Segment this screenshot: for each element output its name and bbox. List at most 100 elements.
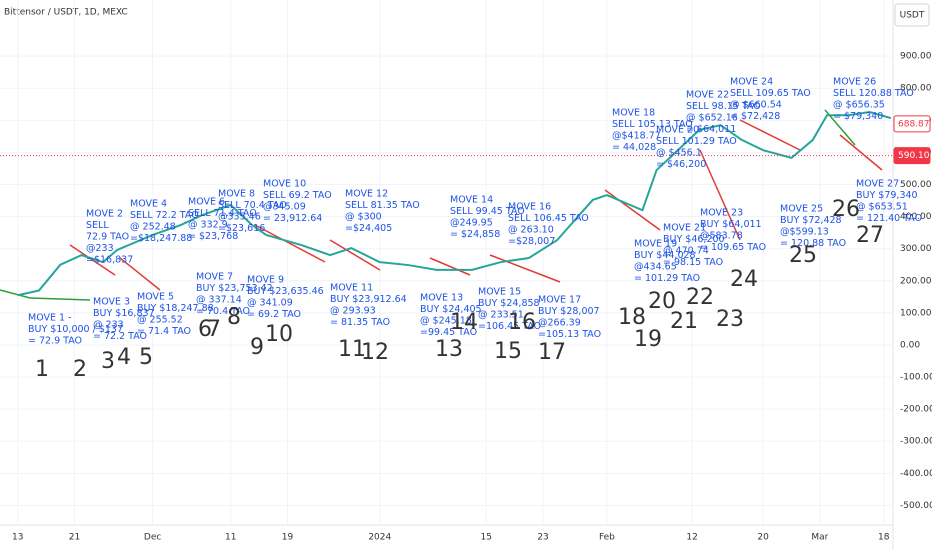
annotation-text: @583.78 — [700, 231, 743, 242]
annotation-text: BUY $23,753.42 — [196, 283, 273, 294]
annotation-text: = $23,768 — [188, 231, 238, 242]
annotation-text: @233 — [86, 243, 114, 254]
annotation-text: MOVE 27 — [856, 179, 899, 190]
annotation-text: BUY $28,007 — [538, 306, 600, 317]
annotation-text: = $72,428 — [730, 111, 780, 122]
annotation-text: MOVE 15 — [478, 287, 521, 298]
annotation-text: BUY $16,837 — [93, 308, 155, 319]
move-number: 15 — [494, 339, 522, 364]
y-tick-label: 100.00 — [900, 308, 932, 318]
annotation-text: MOVE 8 — [218, 189, 255, 200]
annotation-text: BUY $23,635.46 — [247, 286, 324, 297]
annotation-text: MOVE 10 — [263, 179, 306, 190]
y-tick-label: 0.00 — [900, 340, 920, 350]
annotation-text: = 81.35 TAO — [330, 317, 390, 328]
annotation-text: MOVE 16 — [508, 202, 551, 213]
annotation-text: BUY $24,405 — [420, 304, 482, 315]
annotation-text: = 70.4 TAO — [196, 306, 250, 317]
trend-line — [329, 239, 381, 271]
x-tick-label: 13 — [12, 533, 23, 543]
annotation-text: BUY $23,912.64 — [330, 294, 407, 305]
annotation-text: = 101.29 TAO — [634, 273, 700, 284]
move-number: 27 — [856, 223, 884, 248]
move-number: 20 — [648, 289, 676, 314]
annotation-text: =106.45 TAO — [478, 321, 541, 332]
annotation-text: SELL 98.15 TAO — [686, 101, 761, 112]
annotation-text: =$18,247.88 — [130, 233, 192, 244]
annotation-text: 72.9 TAO — [86, 232, 129, 243]
unit-box[interactable] — [894, 3, 930, 27]
trend-line — [119, 257, 161, 291]
y-tick-label: 200.00 — [900, 276, 932, 286]
move-number: 10 — [265, 322, 293, 347]
annotation-text: = 71.4 TAO — [137, 326, 191, 337]
annotation-text: MOVE 11 — [330, 283, 373, 294]
annotation-text: @ $656.35 — [833, 100, 885, 111]
y-tick-label: 800.00 — [900, 84, 932, 94]
annotation-text: MOVE 18 — [612, 108, 655, 119]
annotation-text: = 98.15 TAO — [663, 257, 723, 268]
annotation-text: @ 341.09 — [247, 298, 293, 309]
annotation-text: @ 470.74 — [663, 246, 709, 257]
move-number: 11 — [338, 337, 366, 362]
x-tick-label: Feb — [599, 533, 615, 543]
y-tick-label: 400.00 — [900, 212, 932, 222]
x-tick-label: 18 — [878, 533, 890, 543]
trend-line — [839, 134, 883, 171]
trend-line — [489, 254, 561, 283]
annotation-text: @345.09 — [263, 202, 306, 213]
x-tick-label: 11 — [225, 533, 236, 543]
annotation-text: @ 263.10 — [508, 225, 554, 236]
annotation-text: @ 233.51 — [478, 310, 524, 321]
move-number: 18 — [618, 305, 646, 330]
annotation-text: @ $245.18 — [420, 316, 472, 327]
trend-lines — [0, 109, 883, 301]
annotation-text: MOVE 7 — [196, 272, 233, 283]
move-number: 7 — [207, 317, 221, 342]
annotation-text: = 120.88 TAO — [780, 238, 846, 249]
annotation-text: =105.13 TAO — [538, 329, 601, 340]
y-axis-label: USDT — [900, 11, 925, 21]
move-number: 6 — [198, 317, 212, 342]
annotation-text: @ 332.9 — [188, 220, 228, 231]
annotation-text: MOVE 13 — [420, 293, 463, 304]
annotation-text: = $24,858 — [450, 229, 500, 240]
x-tick-label: 2024 — [368, 533, 391, 543]
annotation-text: =$16,837 — [86, 255, 133, 266]
annotation-text: @ $660.54 — [730, 100, 782, 111]
annotation-text: @ $653.51 — [856, 202, 908, 213]
annotation-text: SELL 99.45 TAO — [450, 206, 525, 217]
annotation-text: =$23,616 — [218, 223, 265, 234]
annotation-text: BUY $24,858 — [478, 298, 540, 309]
annotation-text: SELL 72.2 TAO — [130, 210, 199, 221]
annotation-text: =99.45 TAO — [420, 327, 477, 338]
annotation-text: MOVE 22 — [686, 90, 729, 101]
trend-line — [69, 244, 116, 276]
annotation-text: = 23,912.64 — [263, 213, 322, 224]
y-tick-label: -200.00 — [900, 405, 932, 415]
annotation-text: BUY $44,028 — [634, 250, 696, 261]
annotation-text: BUY $18,247.88 — [137, 303, 214, 314]
move-number: 17 — [538, 340, 566, 365]
move-number: 19 — [634, 327, 662, 352]
y-tick-label: 900.00 — [900, 52, 932, 62]
annotation-text: SELL 106.45 TAO — [508, 213, 589, 224]
annotation-text: @ 233 — [93, 320, 124, 331]
annotation-text: MOVE 23 — [700, 208, 743, 219]
price-label: 688.87 — [898, 119, 930, 129]
annotation-text: = 109.65 TAO — [700, 242, 766, 253]
move-number: 13 — [435, 337, 463, 362]
annotation-text: SELL 105.13 TAO — [612, 119, 693, 130]
annotation-text: MOVE 20 — [656, 125, 699, 136]
annotation-text: SELL 69.2 TAO — [263, 190, 332, 201]
annotation-text: MOVE 4 — [130, 199, 167, 210]
annotation-text: @434.65 — [634, 262, 677, 273]
move-number: 22 — [686, 285, 714, 310]
trend-line — [429, 257, 471, 276]
annotation-text: BUY $46,200 — [663, 234, 725, 245]
price-label-box — [893, 147, 931, 165]
y-tick-label: -500.00 — [900, 501, 932, 511]
annotation-text: @266.39 — [538, 318, 581, 329]
annotation-text: MOVE 24 — [730, 77, 773, 88]
annotation-text: MOVE 25 — [780, 204, 823, 215]
